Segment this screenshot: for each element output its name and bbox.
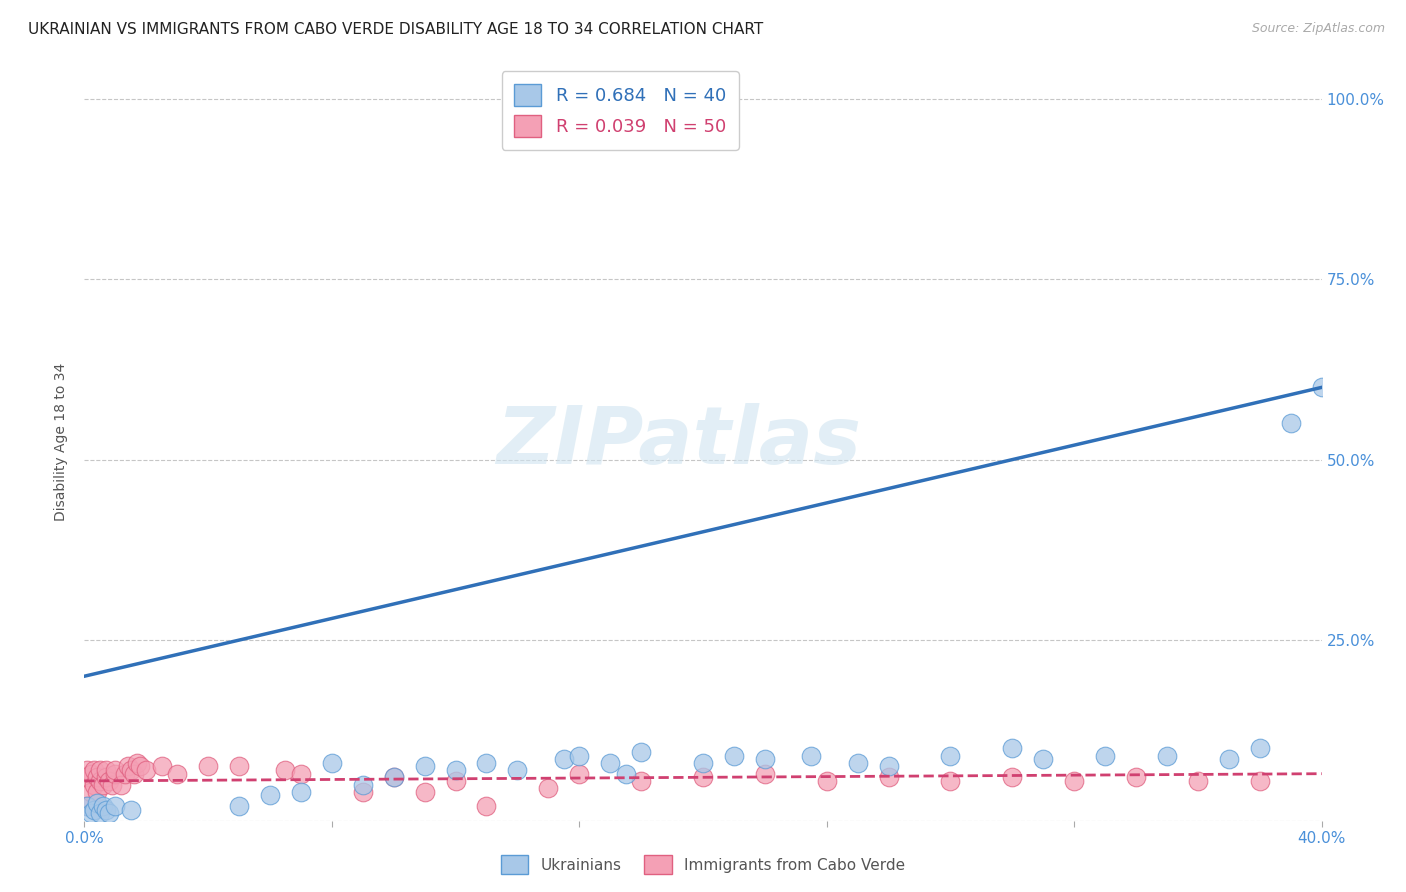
Point <box>692 756 714 770</box>
Point <box>321 756 343 770</box>
Point <box>1249 741 1271 756</box>
Point <box>846 756 869 770</box>
Point <box>104 799 127 814</box>
Point <box>101 778 124 792</box>
Point <box>274 763 297 777</box>
Point <box>568 766 591 780</box>
Point <box>125 756 148 770</box>
Point <box>94 770 117 784</box>
Point <box>94 763 117 777</box>
Point <box>800 748 823 763</box>
Point <box>259 789 281 803</box>
Text: UKRAINIAN VS IMMIGRANTS FROM CABO VERDE DISABILITY AGE 18 TO 34 CORRELATION CHAR: UKRAINIAN VS IMMIGRANTS FROM CABO VERDE … <box>28 22 763 37</box>
Point <box>815 773 838 788</box>
Y-axis label: Disability Age 18 to 34: Disability Age 18 to 34 <box>55 362 69 521</box>
Point <box>382 770 405 784</box>
Point <box>1032 752 1054 766</box>
Point <box>79 785 101 799</box>
Point <box>1063 773 1085 788</box>
Point <box>228 759 250 773</box>
Point <box>89 806 111 821</box>
Point <box>117 759 139 773</box>
Point <box>506 763 529 777</box>
Point <box>114 766 136 780</box>
Point <box>135 763 157 777</box>
Point <box>129 759 152 773</box>
Point <box>166 766 188 780</box>
Text: ZIPatlas: ZIPatlas <box>496 402 860 481</box>
Point <box>290 766 312 780</box>
Point <box>1001 741 1024 756</box>
Point <box>89 763 111 777</box>
Point <box>352 778 374 792</box>
Legend: Ukrainians, Immigrants from Cabo Verde: Ukrainians, Immigrants from Cabo Verde <box>495 849 911 880</box>
Point <box>79 766 101 780</box>
Point <box>413 759 436 773</box>
Point <box>1001 770 1024 784</box>
Point <box>83 778 105 792</box>
Point <box>197 759 219 773</box>
Point <box>110 778 132 792</box>
Point <box>1218 752 1240 766</box>
Point <box>614 766 637 780</box>
Text: Source: ZipAtlas.com: Source: ZipAtlas.com <box>1251 22 1385 36</box>
Point <box>630 745 652 759</box>
Point <box>150 759 173 773</box>
Point <box>444 763 467 777</box>
Point <box>120 763 142 777</box>
Point <box>104 766 127 780</box>
Point <box>122 766 145 780</box>
Point <box>939 748 962 763</box>
Point <box>413 785 436 799</box>
Point <box>568 748 591 763</box>
Point <box>754 752 776 766</box>
Point <box>475 799 498 814</box>
Point <box>120 803 142 817</box>
Point <box>877 770 900 784</box>
Point <box>76 799 98 814</box>
Point <box>723 748 745 763</box>
Point <box>382 770 405 784</box>
Point <box>91 778 114 792</box>
Point <box>537 781 560 796</box>
Point <box>630 773 652 788</box>
Point <box>228 799 250 814</box>
Point <box>1249 773 1271 788</box>
Point <box>352 785 374 799</box>
Point <box>86 796 108 810</box>
Point <box>76 799 98 814</box>
Point <box>98 806 121 821</box>
Point <box>91 799 114 814</box>
Point <box>290 785 312 799</box>
Point <box>939 773 962 788</box>
Point <box>444 773 467 788</box>
Point <box>1125 770 1147 784</box>
Point <box>553 752 575 766</box>
Point <box>104 763 127 777</box>
Point <box>83 803 105 817</box>
Point <box>98 773 121 788</box>
Point <box>1156 748 1178 763</box>
Point <box>76 763 98 777</box>
Point <box>86 770 108 784</box>
Point <box>1279 417 1302 431</box>
Point <box>692 770 714 784</box>
Point <box>86 785 108 799</box>
Point <box>877 759 900 773</box>
Point <box>94 803 117 817</box>
Legend: R = 0.684   N = 40, R = 0.039   N = 50: R = 0.684 N = 40, R = 0.039 N = 50 <box>502 71 738 150</box>
Point <box>83 763 105 777</box>
Point <box>475 756 498 770</box>
Point <box>1187 773 1209 788</box>
Point <box>1310 380 1333 394</box>
Point <box>76 770 98 784</box>
Point <box>79 806 101 821</box>
Point <box>754 766 776 780</box>
Point <box>599 756 621 770</box>
Point <box>1094 748 1116 763</box>
Point <box>89 773 111 788</box>
